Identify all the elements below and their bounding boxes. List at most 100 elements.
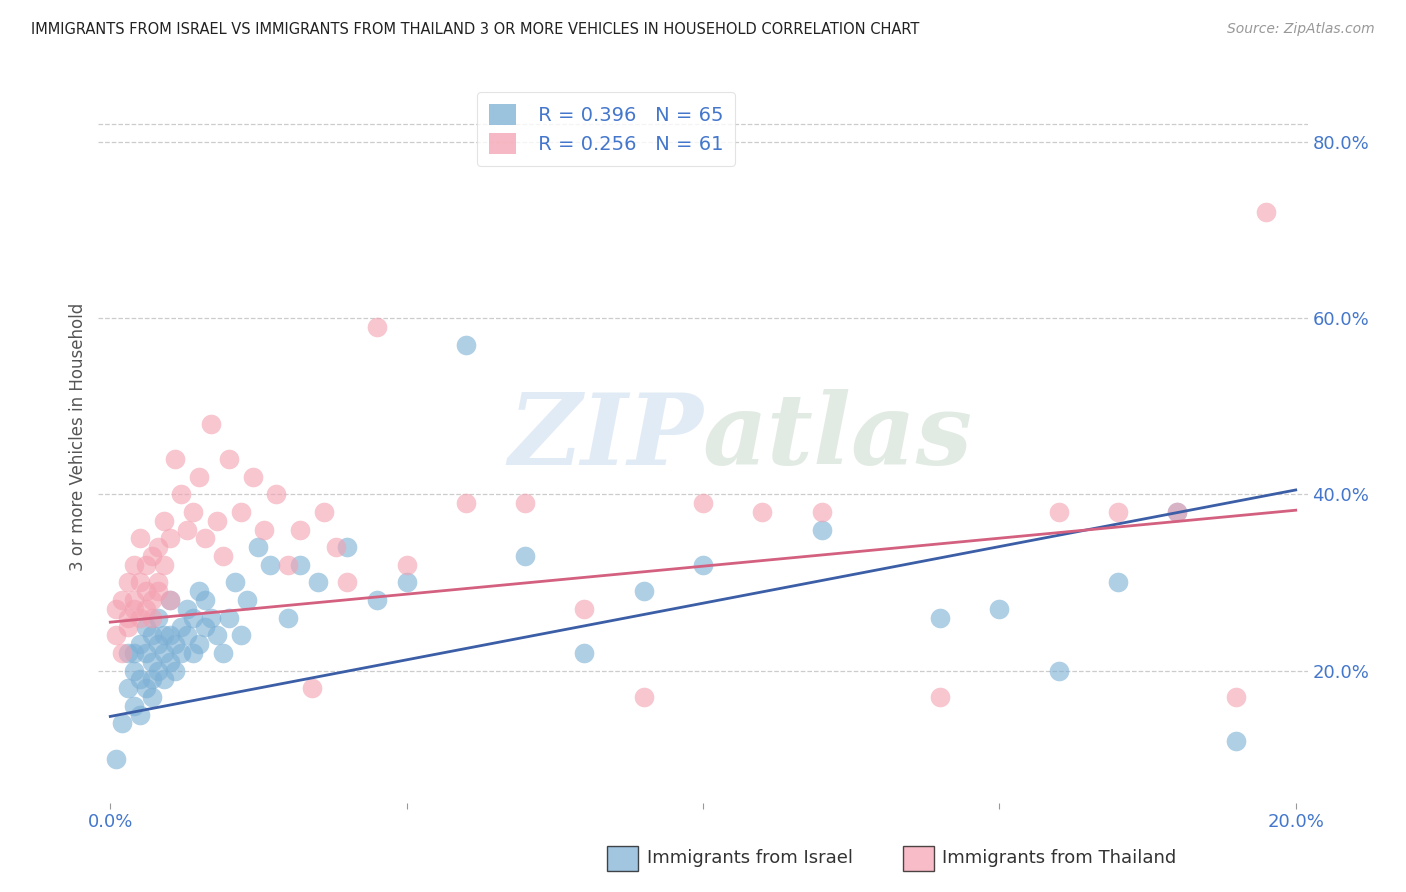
Point [454, 337, 477, 351]
Point [135, 681, 157, 696]
Point [141, 673, 163, 687]
Point [141, 611, 163, 625]
Point [1166, 505, 1188, 519]
Point [170, 619, 193, 633]
Point [129, 575, 152, 590]
Point [1047, 664, 1070, 678]
Point [135, 558, 157, 572]
Point [395, 575, 418, 590]
Point [165, 452, 187, 467]
Text: atlas: atlas [703, 389, 973, 485]
Text: IMMIGRANTS FROM ISRAEL VS IMMIGRANTS FROM THAILAND 3 OR MORE VEHICLES IN HOUSEHO: IMMIGRANTS FROM ISRAEL VS IMMIGRANTS FRO… [31, 22, 920, 37]
Point [366, 320, 388, 334]
Point [235, 593, 257, 607]
Point [188, 637, 211, 651]
Point [188, 469, 211, 483]
Point [152, 628, 174, 642]
Point [146, 540, 169, 554]
Point [253, 523, 276, 537]
Point [176, 602, 198, 616]
Point [188, 584, 211, 599]
Point [122, 698, 145, 713]
Point [122, 602, 145, 616]
Point [1107, 575, 1129, 590]
Point [117, 575, 139, 590]
Point [574, 646, 596, 660]
Point [117, 611, 139, 625]
Point [515, 496, 537, 510]
Point [194, 593, 217, 607]
Point [515, 549, 537, 563]
Point [141, 549, 163, 563]
Point [288, 558, 311, 572]
Point [135, 646, 157, 660]
Point [212, 549, 235, 563]
Point [152, 673, 174, 687]
Point [181, 505, 204, 519]
Point [122, 558, 145, 572]
Point [170, 487, 193, 501]
Point [135, 619, 157, 633]
Point [929, 611, 952, 625]
Point [301, 681, 323, 696]
Point [152, 514, 174, 528]
Point [218, 611, 240, 625]
Point [152, 558, 174, 572]
Point [141, 628, 163, 642]
Point [264, 487, 287, 501]
Point [105, 602, 128, 616]
Point [165, 637, 187, 651]
Point [247, 540, 270, 554]
Point [810, 523, 832, 537]
Point [312, 505, 335, 519]
Point [200, 611, 222, 625]
Point [988, 602, 1011, 616]
Point [141, 593, 163, 607]
Point [692, 558, 714, 572]
Point [129, 611, 152, 625]
Point [1254, 205, 1277, 219]
Point [146, 611, 169, 625]
Point [229, 628, 252, 642]
Point [1107, 505, 1129, 519]
Point [1047, 505, 1070, 519]
Point [181, 646, 204, 660]
Point [122, 593, 145, 607]
Point [135, 584, 157, 599]
Point [1225, 734, 1247, 748]
Point [277, 611, 299, 625]
Point [122, 646, 145, 660]
Point [117, 646, 139, 660]
Point [141, 690, 163, 704]
Point [194, 619, 217, 633]
Point [633, 690, 655, 704]
Point [205, 514, 228, 528]
Point [117, 619, 139, 633]
Point [1225, 690, 1247, 704]
Legend:  R = 0.396   N = 65,  R = 0.256   N = 61: R = 0.396 N = 65, R = 0.256 N = 61 [478, 92, 735, 166]
Point [111, 646, 134, 660]
Point [170, 646, 193, 660]
Point [111, 716, 134, 731]
Point [574, 602, 596, 616]
Point [1166, 505, 1188, 519]
Text: Immigrants from Israel: Immigrants from Israel [647, 849, 853, 867]
Point [117, 681, 139, 696]
Point [176, 523, 198, 537]
Point [135, 602, 157, 616]
Point [159, 532, 181, 546]
Point [105, 628, 128, 642]
Point [129, 532, 152, 546]
Point [146, 637, 169, 651]
Point [395, 558, 418, 572]
Point [307, 575, 329, 590]
Point [229, 505, 252, 519]
Point [146, 664, 169, 678]
Point [205, 628, 228, 642]
Point [224, 575, 246, 590]
Point [159, 655, 181, 669]
Point [165, 664, 187, 678]
Point [288, 523, 311, 537]
Point [159, 628, 181, 642]
Point [146, 575, 169, 590]
